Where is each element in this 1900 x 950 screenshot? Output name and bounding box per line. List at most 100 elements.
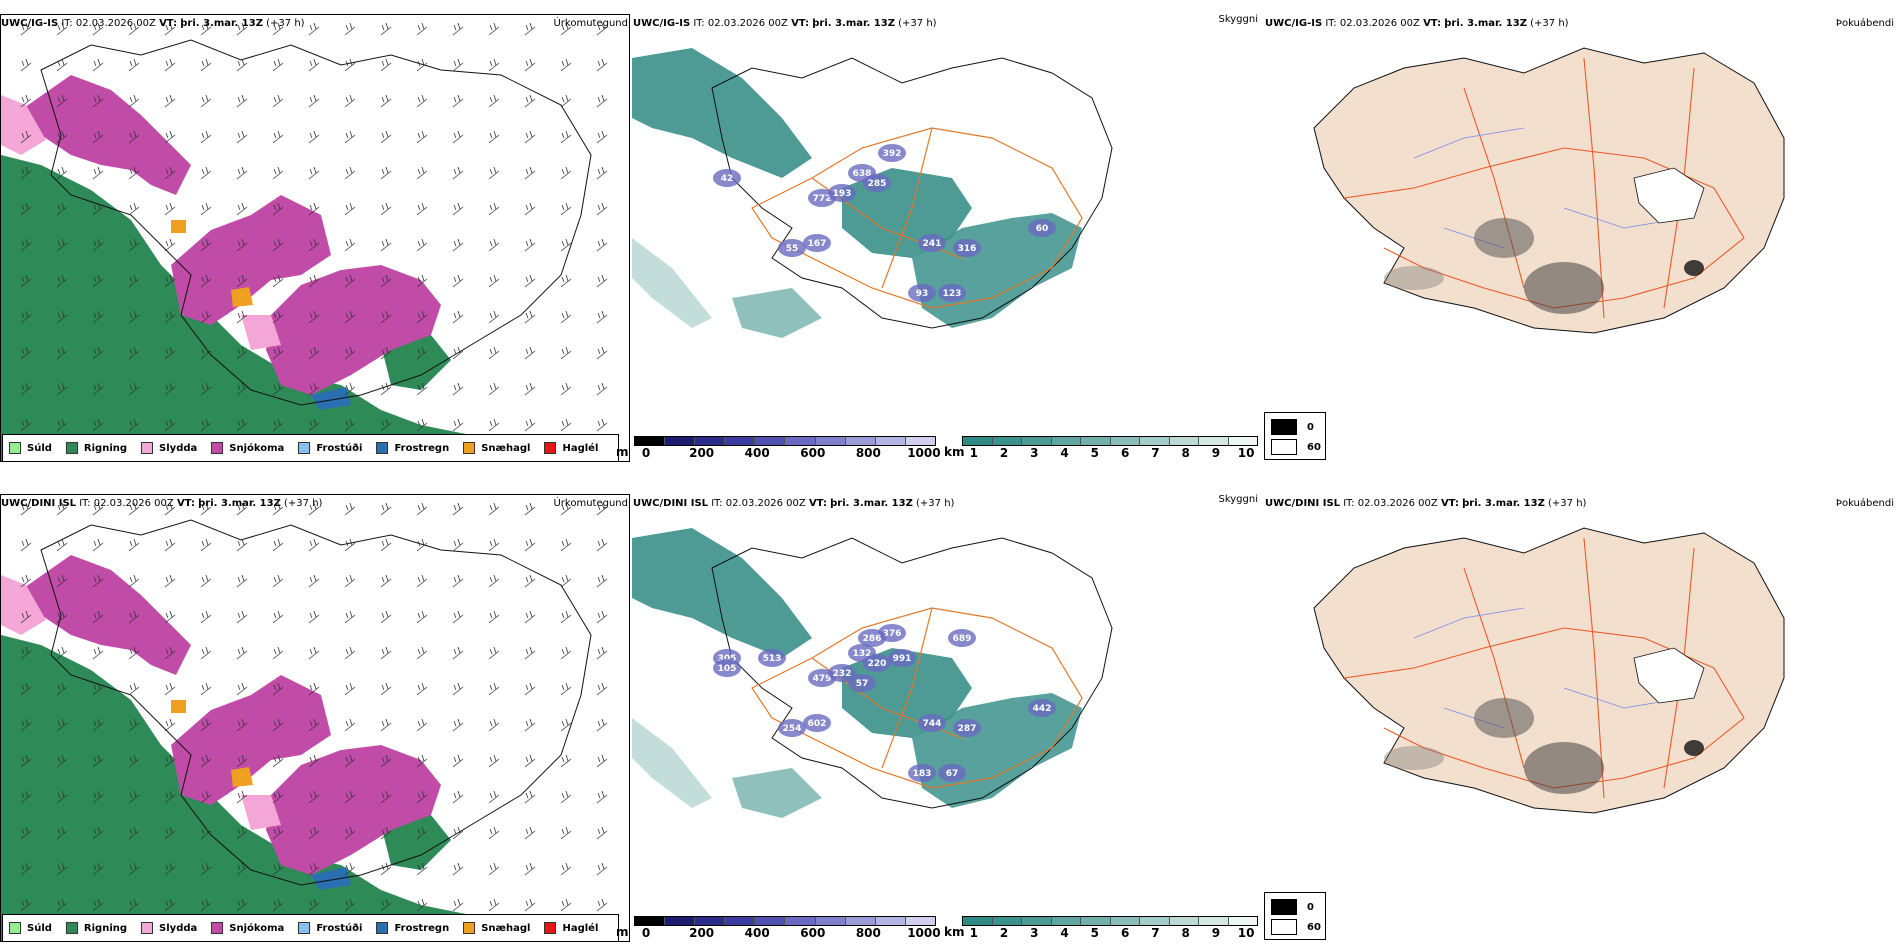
wind-barb [92,274,104,288]
wind-barb [128,130,140,144]
precip-legend-label: Rigning [83,442,128,454]
wind-barb [380,274,392,288]
wind-barb [200,610,212,624]
low-visibility-area [632,48,812,178]
wind-barb [596,754,608,768]
wind-barb [416,790,428,804]
wind-barb [524,610,536,624]
wind-barb [200,718,212,732]
wind-barb [452,502,464,516]
wind-barb [92,610,104,624]
wind-barb [308,826,320,840]
wind-barb [308,274,320,288]
wind-barb [524,94,536,108]
wind-barb [128,862,140,876]
wind-barb [452,310,464,324]
wind-barb [164,790,176,804]
wind-barb [452,382,464,396]
wind-barb [560,682,572,696]
wind-barb [596,238,608,252]
cloud-base-hotspot [888,649,916,667]
colorbar-segment [1051,437,1081,445]
wind-barb [92,94,104,108]
wind-barb [596,274,608,288]
fog-area [1684,740,1704,756]
precip-legend-swatch [463,922,476,934]
cloud-base-hotspot [918,714,946,732]
cloud-base-hotspots: 4791323762202322546027442871836744230551… [713,624,1056,782]
wind-barb [200,202,212,216]
wind-barb [416,346,428,360]
wind-barb [380,130,392,144]
wind-barb [560,418,572,432]
freezing-rain-area [311,867,351,890]
colorbar-segment [963,917,993,925]
wind-barb [416,754,428,768]
cloud-base-label: 638 [853,169,872,179]
cloud-base-hotspot [863,654,891,672]
wind-barb [56,58,68,72]
wind-barb [128,58,140,72]
cloud-base-hotspot [1028,219,1056,237]
snow-pellets-area [171,220,186,233]
wind-barb [128,898,140,912]
wind-barb [200,94,212,108]
wind-barb [164,610,176,624]
wind-barb [236,862,248,876]
wind-barb [164,274,176,288]
wind-barb [452,58,464,72]
wind-barb [596,166,608,180]
panel-variable-title: Þokuábendi [1835,18,1894,29]
colorbar-segment [1228,917,1257,925]
wind-barb [596,538,608,552]
coastline [40,519,592,886]
colorbar-segment [1110,917,1140,925]
wind-barb [524,538,536,552]
wind-barb [20,418,32,432]
wind-barb [452,646,464,660]
wind-barb [20,238,32,252]
road-network [1343,537,1745,799]
wind-barb [596,310,608,324]
colorbar-tick: 4 [1060,926,1069,940]
precip-legend-item: Snjókoma [211,442,284,454]
wind-barb [164,826,176,840]
colorbar-segment [695,917,726,925]
wind-barb [560,862,572,876]
wind-barb [200,826,212,840]
colorbar-segment [1110,437,1140,445]
wind-barb [452,166,464,180]
colorbar-tick: 800 [855,446,881,460]
precip-legend-item: Rigning [65,922,127,934]
wind-barb [344,382,356,396]
precip-legend-item: Haglél [544,442,598,454]
wind-barb [236,718,248,732]
wind-barb [596,202,608,216]
wind-barb [524,58,536,72]
wind-barb [128,310,140,324]
wind-barb [236,826,248,840]
precip-legend-label: Frostregn [394,922,450,934]
colorbar-segment [1022,437,1052,445]
panel-header: UWC/DINI ISL IT: 02.03.2026 00Z VT: þri.… [633,498,955,509]
colorbar-tick: 2 [999,446,1009,460]
wind-barb [416,274,428,288]
wind-barb [488,130,500,144]
wind-barb [20,538,32,552]
colorbar-tick: 10 [1237,446,1255,460]
glacier-area [1633,647,1705,704]
wind-barb [524,166,536,180]
wind-barb [92,22,104,36]
precip-legend-swatch [141,442,154,454]
snow-area [171,195,331,325]
wind-barb [524,130,536,144]
wind-barb [488,754,500,768]
wind-barb [560,754,572,768]
visibility-colorbar-ticks: 1 2 3 4 5 6 7 8 9 10 [962,446,1258,460]
wind-barb [200,574,212,588]
wind-barb [380,238,392,252]
low-visibility-area [732,768,822,818]
wind-barb [560,790,572,804]
wind-barb [524,238,536,252]
precip-map-svg [1,22,608,461]
